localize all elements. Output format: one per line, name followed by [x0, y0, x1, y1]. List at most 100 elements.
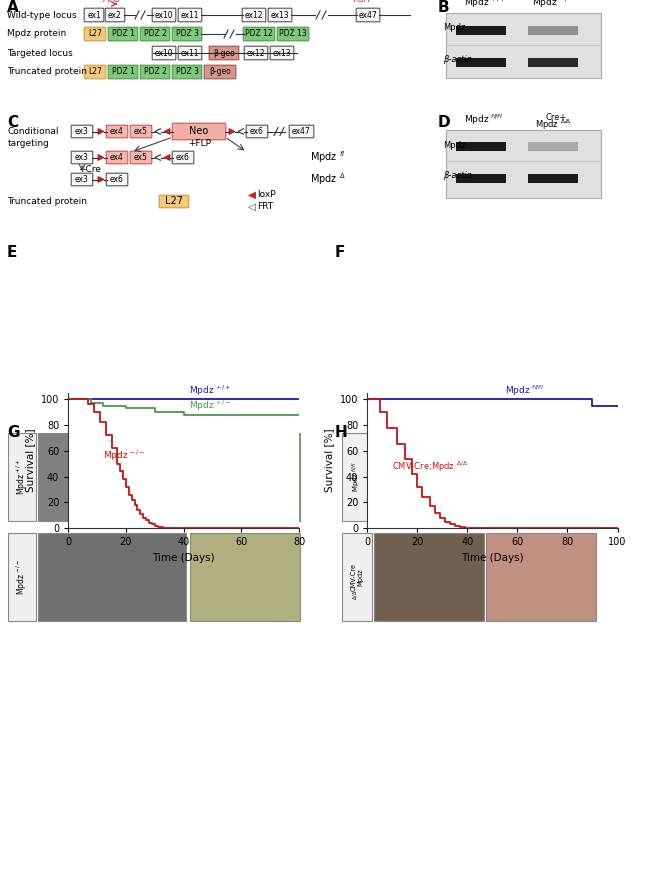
FancyBboxPatch shape	[72, 125, 93, 138]
Bar	[342, 533, 372, 621]
FancyBboxPatch shape	[289, 125, 314, 138]
Text: ATG: ATG	[103, 0, 121, 4]
Text: Mpdz: Mpdz	[443, 24, 465, 32]
FancyBboxPatch shape	[172, 27, 202, 41]
Text: ◀: ◀	[248, 189, 256, 200]
FancyBboxPatch shape	[246, 125, 268, 138]
Bar	[38, 433, 186, 521]
Text: ex2: ex2	[108, 10, 122, 19]
X-axis label: Time (Days): Time (Days)	[461, 553, 524, 563]
Text: ◁: ◁	[248, 202, 256, 211]
Bar	[456, 58, 506, 67]
Polygon shape	[98, 128, 104, 134]
FancyBboxPatch shape	[270, 46, 294, 59]
Bar	[8, 533, 36, 621]
FancyBboxPatch shape	[105, 8, 125, 22]
Bar	[342, 433, 372, 521]
Text: PDZ 12: PDZ 12	[245, 30, 273, 38]
Text: Mpdz $^{fl}$: Mpdz $^{fl}$	[310, 149, 345, 165]
Text: B: B	[438, 0, 450, 15]
Text: Mpdz $^{-/-}$: Mpdz $^{-/-}$	[532, 0, 574, 10]
FancyBboxPatch shape	[84, 65, 106, 79]
Bar	[486, 533, 596, 621]
Text: ex6: ex6	[176, 153, 190, 162]
Text: Mpdz $^{+/-}$: Mpdz $^{+/-}$	[189, 399, 231, 414]
Bar	[456, 142, 506, 151]
Text: PDZ 3: PDZ 3	[176, 30, 198, 38]
FancyBboxPatch shape	[356, 8, 380, 22]
Bar	[456, 26, 506, 35]
Text: PDZ 3: PDZ 3	[176, 67, 198, 77]
Bar	[528, 58, 578, 67]
FancyBboxPatch shape	[242, 8, 266, 22]
Text: Truncated protein: Truncated protein	[7, 197, 87, 206]
FancyBboxPatch shape	[84, 27, 106, 41]
Text: ex47: ex47	[292, 127, 311, 136]
FancyBboxPatch shape	[243, 27, 275, 41]
FancyBboxPatch shape	[108, 27, 138, 41]
FancyBboxPatch shape	[84, 8, 104, 22]
FancyBboxPatch shape	[130, 151, 152, 164]
Polygon shape	[164, 155, 170, 161]
Text: PDZ 1: PDZ 1	[112, 30, 135, 38]
Text: +FLP: +FLP	[188, 139, 211, 148]
FancyBboxPatch shape	[72, 173, 93, 186]
Text: Mpdz $^{\Delta/\Delta}$: Mpdz $^{\Delta/\Delta}$	[534, 118, 571, 132]
Text: ex13: ex13	[270, 10, 289, 19]
FancyBboxPatch shape	[130, 125, 152, 138]
FancyBboxPatch shape	[204, 65, 236, 79]
Text: Mpdz $^{+/+}$: Mpdz $^{+/+}$	[189, 383, 231, 398]
Text: ex13: ex13	[273, 49, 291, 58]
Text: G: G	[7, 425, 20, 440]
FancyBboxPatch shape	[178, 8, 202, 22]
Text: ex47: ex47	[359, 10, 378, 19]
Y-axis label: Survival [%]: Survival [%]	[25, 429, 35, 492]
Text: +Cre: +Cre	[79, 165, 101, 174]
Text: Cre+: Cre+	[545, 113, 567, 122]
FancyBboxPatch shape	[106, 173, 128, 186]
Text: Targeted locus: Targeted locus	[7, 49, 73, 58]
Polygon shape	[164, 128, 170, 134]
Text: ex6: ex6	[110, 175, 124, 184]
Text: H: H	[335, 425, 348, 440]
Text: ex11: ex11	[181, 10, 200, 19]
Text: Mpdz $^{-/-}$: Mpdz $^{-/-}$	[103, 448, 145, 463]
Text: β-geo: β-geo	[209, 67, 231, 77]
FancyBboxPatch shape	[152, 8, 176, 22]
Bar	[446, 130, 601, 198]
Bar	[528, 142, 578, 151]
Text: TGA: TGA	[351, 0, 369, 4]
Text: L27: L27	[165, 196, 183, 207]
Text: Mpdz $^{fl/fl}$: Mpdz $^{fl/fl}$	[463, 113, 502, 127]
Text: CMV-Cre;Mpdz $^{\Delta/\Delta}$: CMV-Cre;Mpdz $^{\Delta/\Delta}$	[392, 460, 468, 474]
Text: ex12: ex12	[245, 10, 263, 19]
Polygon shape	[98, 176, 104, 182]
Text: $^{\Delta/\Delta}$: $^{\Delta/\Delta}$	[352, 590, 358, 600]
Bar	[374, 433, 484, 521]
Text: Mpdz $^{fl/fl}$: Mpdz $^{fl/fl}$	[351, 462, 363, 492]
Text: L27: L27	[88, 30, 102, 38]
Text: ex3: ex3	[75, 153, 89, 162]
Text: ex3: ex3	[75, 127, 89, 136]
Text: Conditional
targeting: Conditional targeting	[8, 127, 60, 148]
FancyBboxPatch shape	[152, 46, 176, 59]
Text: FRT: FRT	[257, 202, 273, 211]
Text: Mpdz: Mpdz	[443, 141, 465, 149]
FancyBboxPatch shape	[108, 65, 138, 79]
FancyBboxPatch shape	[106, 151, 128, 164]
Text: PDZ 13: PDZ 13	[279, 30, 307, 38]
Bar	[486, 433, 596, 521]
FancyBboxPatch shape	[140, 65, 170, 79]
Text: loxP: loxP	[257, 190, 276, 199]
Text: Mpdz $^{-/-}$: Mpdz $^{-/-}$	[15, 559, 29, 595]
Text: C: C	[7, 115, 18, 130]
Text: β-geo: β-geo	[213, 49, 235, 58]
Bar	[446, 13, 601, 78]
FancyBboxPatch shape	[244, 46, 268, 59]
Bar	[446, 13, 601, 78]
FancyBboxPatch shape	[268, 8, 292, 22]
Bar	[374, 533, 484, 621]
FancyBboxPatch shape	[209, 46, 239, 59]
FancyBboxPatch shape	[140, 27, 170, 41]
Text: ex5: ex5	[134, 153, 148, 162]
